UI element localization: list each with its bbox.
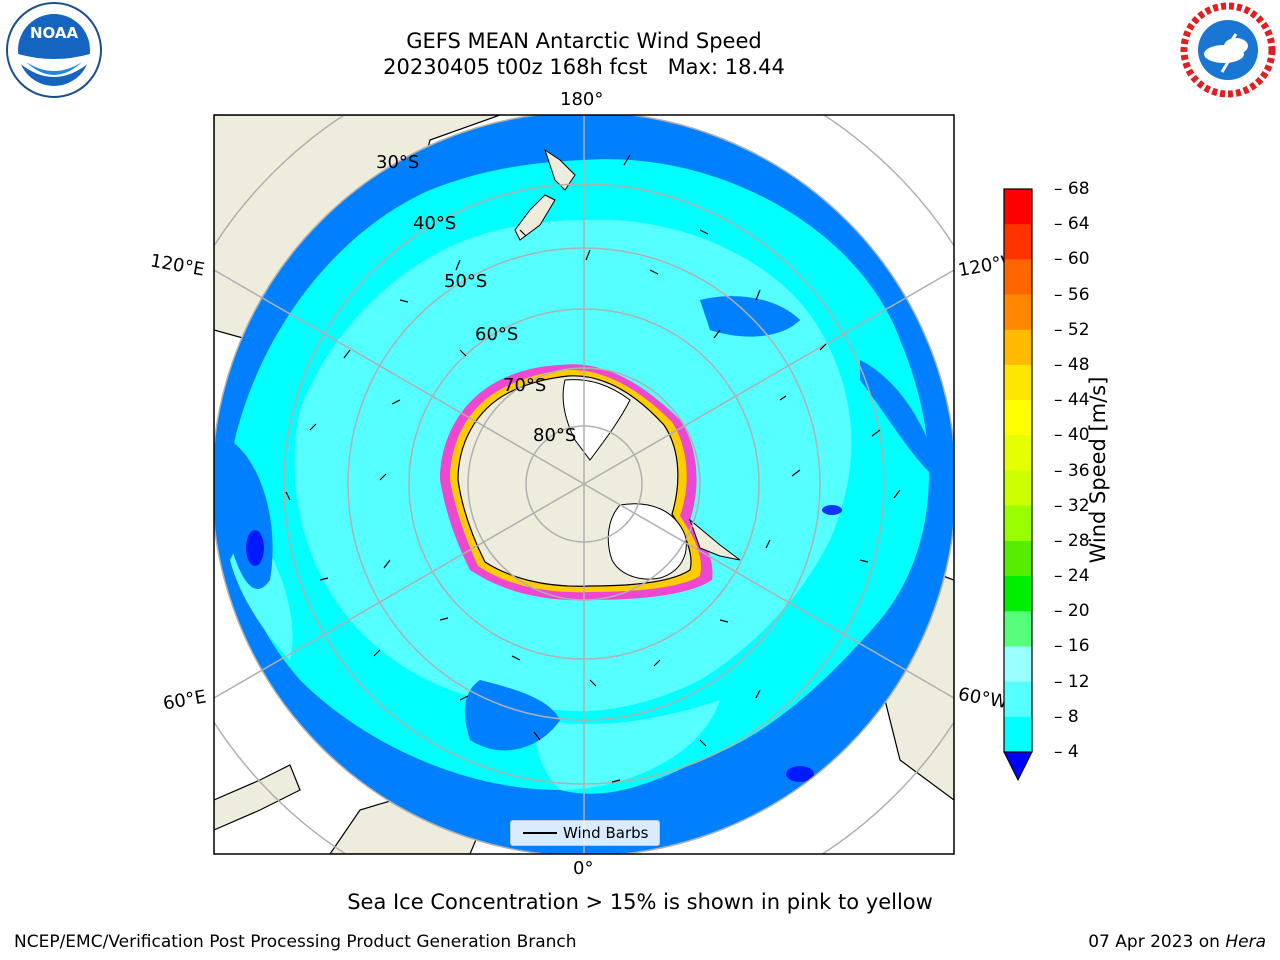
colorbar-tick-label: – 24 [1054, 566, 1090, 587]
colorbar-tick-label: – 8 [1054, 706, 1079, 727]
colorbar-cell [1004, 646, 1032, 683]
colorbar-tick-label: – 28 [1054, 530, 1090, 551]
colorbar-tick-label: – 32 [1054, 495, 1090, 516]
map-subtitle: 20230405 t00z 168h fcst Max: 18.44 [383, 55, 785, 79]
colorbar-cell [1004, 435, 1032, 471]
colorbar-cell [1004, 716, 1032, 753]
lat-label-80s: 80°S [533, 425, 577, 446]
new-zealand [514, 148, 576, 241]
lat-label-60s: 60°S [475, 324, 519, 345]
map-title: GEFS MEAN Antarctic Wind Speed [406, 29, 762, 53]
colorbar-cell [1004, 259, 1032, 296]
sea-ice-note: Sea Ice Concentration > 15% is shown in … [347, 890, 933, 914]
colorbar-tick-label: – 60 [1054, 249, 1090, 270]
footer-credit: NCEP/EMC/Verification Post Processing Pr… [14, 932, 577, 952]
colorbar-tick-label: – 4 [1054, 742, 1079, 762]
colorbar-tick-label: – 56 [1054, 284, 1090, 305]
colorbar-tick-label: – 16 [1054, 636, 1090, 657]
footer-date-text: 07 Apr 2023 on [1088, 932, 1226, 952]
colorbar-cell [1004, 681, 1032, 718]
colorbar-cell [1004, 329, 1032, 366]
lat-label-50s: 50°S [444, 271, 488, 292]
noaa-logo: NOAA [6, 2, 102, 98]
wind-speed-below-4 [246, 505, 842, 782]
colorbar-cell [1004, 540, 1032, 577]
lat-label-40s: 40°S [413, 213, 457, 234]
lat-label-30s: 30°S [376, 152, 420, 173]
lon-label-180: 180° [560, 89, 604, 110]
lat-label-70s: 70°S [503, 375, 547, 396]
colorbar-extend-arrow [1003, 751, 1033, 782]
colorbar-cell [1004, 294, 1032, 331]
wind-barbs [285, 154, 901, 783]
colorbar-tick-label: – 20 [1054, 601, 1090, 622]
lon-label-0: 0° [573, 858, 594, 879]
colorbar-cell [1004, 505, 1032, 542]
footer-host: Hera [1225, 932, 1266, 952]
colorbar-tick-label: – 68 [1054, 179, 1090, 199]
colorbar-tick-label: – 52 [1054, 319, 1090, 340]
longitude-lines [214, 115, 954, 854]
colorbar-cell [1004, 611, 1032, 647]
footer-date: 07 Apr 2023 on Hera [1088, 932, 1266, 952]
colorbar-tick-label: – 48 [1054, 354, 1090, 375]
colorbar-cell [1004, 400, 1032, 436]
colorbar-tick-label: – 44 [1054, 390, 1090, 411]
colorbar-tick-label: – 64 [1054, 214, 1090, 235]
colorbar-label: Wind Speed [m/s] [1086, 376, 1110, 564]
colorbar-cell [1004, 576, 1032, 612]
colorbar-cell [1004, 224, 1032, 260]
colorbar [1003, 188, 1033, 782]
antarctica [440, 364, 741, 601]
colorbar-tick-label: – 40 [1054, 425, 1090, 446]
svg-text:NOAA: NOAA [30, 24, 79, 42]
colorbar-cell [1004, 364, 1032, 401]
colorbar-tick-label: – 12 [1054, 671, 1090, 692]
legend-line [523, 832, 557, 834]
colorbar-cell [1004, 470, 1032, 507]
colorbar-tick-label: – 36 [1054, 460, 1090, 481]
colorbar-frame [1003, 188, 1033, 753]
legend-label: Wind Barbs [563, 824, 649, 842]
wind-barbs-legend: Wind Barbs [510, 820, 660, 846]
colorbar-cell [1004, 189, 1032, 225]
map-frame [213, 114, 955, 855]
nws-logo [1180, 2, 1276, 98]
